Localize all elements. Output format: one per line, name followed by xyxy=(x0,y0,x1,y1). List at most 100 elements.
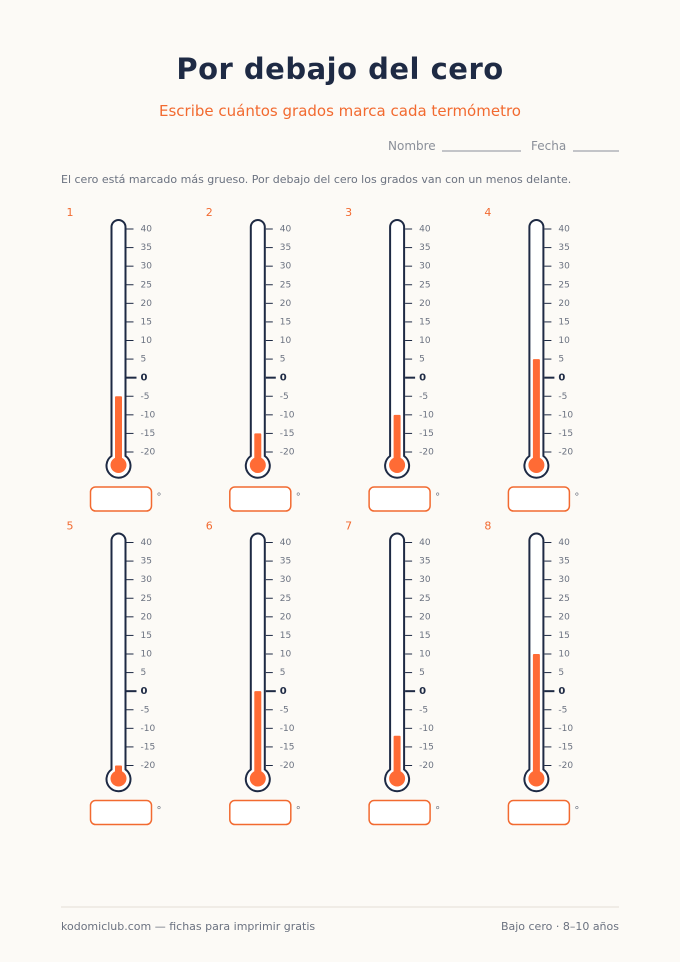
tick-label: -20 xyxy=(558,761,573,771)
name-label: Nombre xyxy=(388,139,436,153)
tube xyxy=(244,219,271,479)
footer-left: kodomiclub.com — fichas para imprimir gr… xyxy=(61,920,316,933)
bulb-fill xyxy=(528,457,545,473)
tick-label: 40 xyxy=(419,225,431,235)
thermometer-number: 2 xyxy=(206,206,213,219)
tick-label: 40 xyxy=(141,538,153,548)
tick-label: 30 xyxy=(419,262,431,272)
degree-sign: ° xyxy=(296,806,301,817)
tick-label: 10 xyxy=(280,650,292,660)
tick-label: -5 xyxy=(558,392,567,402)
tick-label: -10 xyxy=(141,410,156,420)
tick-label: -20 xyxy=(141,448,156,458)
bulb-fill xyxy=(110,457,127,473)
tick-label: 30 xyxy=(280,262,292,272)
thermometer-number: 7 xyxy=(345,520,352,533)
tick-label: 10 xyxy=(419,336,431,346)
tick-label: 30 xyxy=(558,262,570,272)
tube xyxy=(105,532,132,793)
tick-label: -15 xyxy=(141,429,156,439)
tick-label: 0 xyxy=(141,373,148,384)
tick-label: 5 xyxy=(141,355,147,365)
tick-label: -15 xyxy=(141,742,156,752)
mercury xyxy=(532,359,540,465)
tick-label: 25 xyxy=(141,594,152,604)
answer-box xyxy=(368,799,431,826)
thermometer-number: 5 xyxy=(67,520,74,533)
thermometer-number: 1 xyxy=(67,206,74,219)
tick-label: -15 xyxy=(558,742,573,752)
date-label: Fecha xyxy=(531,139,567,153)
tick-label: 15 xyxy=(280,631,291,641)
tick-label: -20 xyxy=(419,761,434,771)
tick-label: 15 xyxy=(419,317,430,327)
tick-label: -5 xyxy=(419,392,428,402)
answer-box xyxy=(368,486,431,512)
tick-label: -10 xyxy=(141,724,156,734)
tick-label: 15 xyxy=(280,317,291,327)
tick-label: 30 xyxy=(280,575,292,585)
tick-label: 35 xyxy=(419,243,430,253)
tick-label: 0 xyxy=(558,373,565,384)
answer-box xyxy=(89,486,153,512)
tube xyxy=(384,532,411,793)
tick-label: -15 xyxy=(558,429,573,439)
tick-label: 20 xyxy=(141,612,153,622)
answer-box xyxy=(229,799,292,826)
tick-label: 20 xyxy=(419,299,431,309)
tick-label: 35 xyxy=(558,243,569,253)
tick-label: 30 xyxy=(558,575,570,585)
mercury xyxy=(115,396,122,465)
tick-label: 10 xyxy=(558,650,570,660)
tick-label: 20 xyxy=(558,299,570,309)
tick-label: 20 xyxy=(419,612,431,622)
tick-label: 10 xyxy=(141,336,153,346)
tick-label: 5 xyxy=(558,668,564,678)
tick-label: 40 xyxy=(558,225,570,235)
bulb-fill xyxy=(110,770,127,787)
degree-sign: ° xyxy=(296,492,301,503)
tick-label: 15 xyxy=(141,317,152,327)
tick-label: -5 xyxy=(141,392,150,402)
tick-label: -10 xyxy=(419,724,434,734)
tick-label: 25 xyxy=(558,280,569,290)
tick-label: -10 xyxy=(558,724,573,734)
tick-label: -20 xyxy=(558,448,573,458)
answer-box xyxy=(507,799,571,826)
tick-label: 15 xyxy=(558,631,569,641)
tick-label: 25 xyxy=(558,594,569,604)
tick-label: -5 xyxy=(558,705,567,715)
mercury xyxy=(254,691,262,779)
tick-label: 35 xyxy=(141,557,152,567)
tick-label: 40 xyxy=(280,538,292,548)
instructions: El cero está marcado más grueso. Por deb… xyxy=(61,173,572,186)
tick-label: 20 xyxy=(141,299,153,309)
tick-label: 5 xyxy=(280,355,286,365)
tube xyxy=(244,532,271,793)
tick-label: -5 xyxy=(280,705,289,715)
tick-label: -10 xyxy=(280,410,295,420)
tick-label: 10 xyxy=(141,650,153,660)
tick-label: 5 xyxy=(419,668,425,678)
degree-sign: ° xyxy=(157,806,162,817)
tick-label: -15 xyxy=(280,742,295,752)
degree-sign: ° xyxy=(574,492,579,503)
tick-label: -15 xyxy=(419,429,434,439)
tick-label: -20 xyxy=(419,448,434,458)
tick-label: 20 xyxy=(558,612,570,622)
bulb-fill xyxy=(389,770,406,787)
subtitle: Escribe cuántos grados marca cada termóm… xyxy=(159,102,521,120)
tick-label: 20 xyxy=(280,612,292,622)
thermometer-number: 3 xyxy=(345,206,352,219)
mercury xyxy=(393,735,401,779)
tube xyxy=(105,219,132,479)
tick-label: 35 xyxy=(280,243,291,253)
tick-label: 25 xyxy=(141,280,152,290)
tick-label: 40 xyxy=(141,225,153,235)
tick-label: 40 xyxy=(419,538,431,548)
degree-sign: ° xyxy=(157,492,162,503)
tick-label: 5 xyxy=(280,668,286,678)
bulb-fill xyxy=(528,770,545,787)
bulb-fill xyxy=(249,770,266,787)
